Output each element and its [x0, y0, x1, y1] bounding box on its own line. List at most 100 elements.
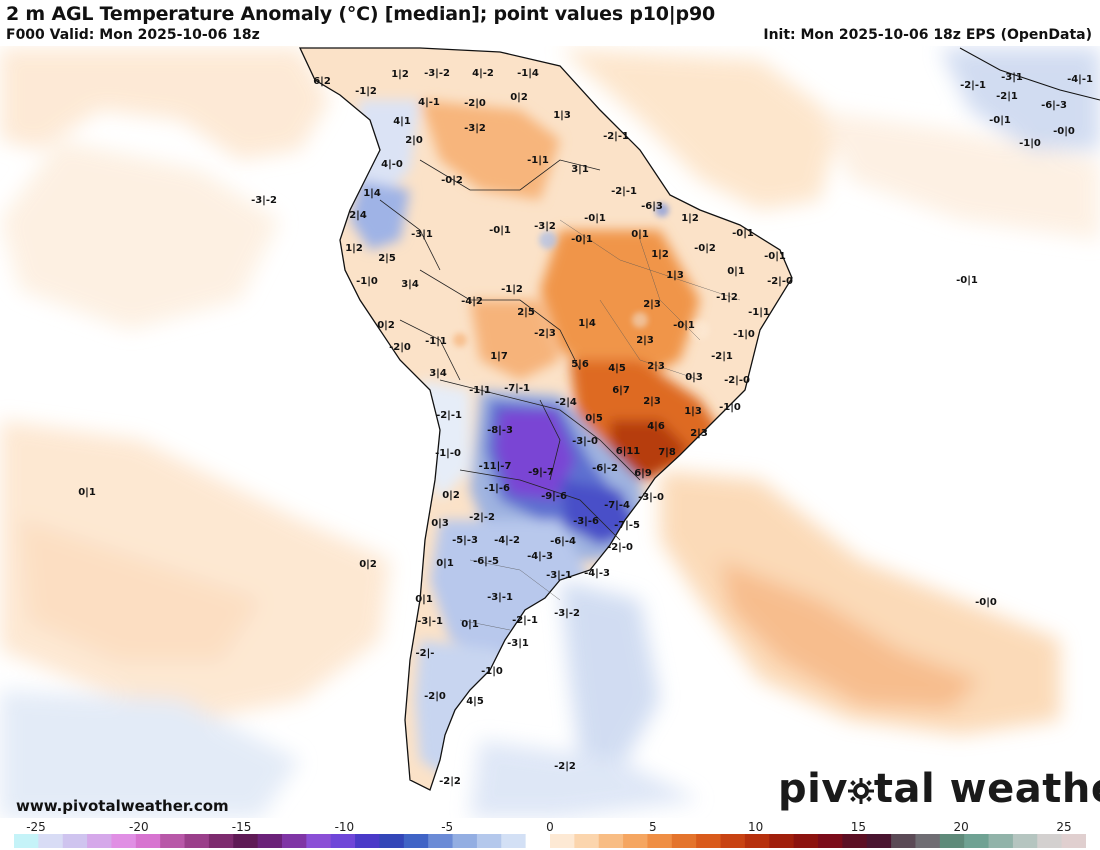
point-value-label: -0|1 [584, 213, 606, 224]
point-value-label: 1|2 [345, 243, 363, 254]
point-value-label: -2|-1 [603, 131, 629, 142]
point-value-label: 2|3 [636, 335, 654, 346]
point-value-label: -3|2 [464, 123, 486, 134]
colorbar-swatch [282, 834, 307, 848]
point-value-label: -0|1 [956, 275, 978, 286]
point-value-label: -1|1 [748, 307, 770, 318]
point-value-label: -3|-2 [251, 195, 277, 206]
brand-logo: piv tal weather [778, 766, 1100, 812]
point-value-label: -1|-6 [484, 483, 510, 494]
point-value-label: 0|1 [461, 619, 479, 630]
point-value-label: 0|1 [727, 266, 745, 277]
colorbar-swatch [111, 834, 137, 848]
point-value-label: -2|-1 [611, 186, 637, 197]
point-value-label: -3|-2 [554, 608, 580, 619]
colorbar-swatch [184, 834, 210, 848]
colorbar-swatch [330, 834, 356, 848]
point-value-label: -3|1 [411, 229, 433, 240]
point-value-label: -7|-5 [614, 520, 640, 531]
point-value-label: 3|1 [571, 164, 589, 175]
colorbar-swatch [720, 834, 746, 848]
colorbar-tick-label: -5 [441, 820, 453, 834]
point-value-label: 6|7 [612, 385, 630, 396]
colorbar-tick-label: 20 [954, 820, 969, 834]
colorbar-swatch [988, 834, 1014, 848]
point-value-label: -9|-6 [541, 491, 567, 502]
point-value-label: 2|3 [690, 428, 708, 439]
point-value-label: 4|-2 [472, 68, 494, 79]
colorbar-swatch [1037, 834, 1063, 848]
point-value-label: -0|2 [441, 175, 463, 186]
point-value-label: -2|-0 [607, 542, 633, 553]
point-value-label: -7|-1 [504, 383, 530, 394]
point-values: 1|2 -3|-2 4|-2 -1|4 6|2 -1|2 4|-1 -2|0 0|2 4|1 -3|… [78, 68, 1093, 787]
point-value-label: -3|1 [1001, 72, 1023, 83]
ocean-anomaly-shading [0, 48, 1100, 818]
point-value-label: -0|1 [732, 228, 754, 239]
point-value-label: -9|-7 [528, 467, 554, 478]
point-value-label: -4|-3 [527, 551, 553, 562]
point-value-label: 6|2 [313, 76, 331, 87]
point-value-label: -1|2 [716, 292, 738, 303]
colorbar-swatch [38, 834, 64, 848]
point-value-label: -2|-2 [469, 512, 495, 523]
point-value-label: -3|-2 [424, 68, 450, 79]
point-value-label: 0|2 [359, 559, 377, 570]
gear-icon [847, 778, 874, 804]
point-value-label: -1|1 [527, 155, 549, 166]
point-value-label: 4|6 [647, 421, 665, 432]
country-borders [379, 159, 641, 541]
website-url[interactable]: www.pivotalweather.com [16, 797, 229, 815]
point-value-label: 1|3 [684, 406, 702, 417]
point-value-label: -1|0 [733, 329, 755, 340]
point-value-label: -0|1 [764, 251, 786, 262]
point-value-label: -1|1 [469, 385, 491, 396]
point-value-label: 0|1 [436, 558, 454, 569]
point-value-label: -11|-7 [479, 461, 512, 472]
colorbar-swatch [14, 834, 39, 848]
colorbar-swatch [671, 834, 697, 848]
colorbar-swatch [696, 834, 722, 848]
point-value-label: -6|-3 [1041, 100, 1067, 111]
point-value-label: -1|2 [501, 284, 523, 295]
point-value-label: -3|-6 [573, 516, 599, 527]
point-value-label: -0|0 [975, 597, 997, 608]
colorbar-swatch [306, 834, 332, 848]
colorbar-swatch [818, 834, 843, 848]
point-value-label: -0|0 [1053, 126, 1075, 137]
point-value-label: 1|4 [578, 318, 596, 329]
colorbar-tick-label: 5 [649, 820, 657, 834]
point-value-label: -3|2 [534, 221, 556, 232]
point-value-label: 2|3 [647, 361, 665, 372]
colorbar-swatch [550, 834, 575, 848]
colorbar-tick-label: 15 [851, 820, 866, 834]
point-value-label: 3|4 [401, 279, 419, 290]
point-value-label: 4|-1 [418, 97, 440, 108]
point-value-label: 2|5 [378, 253, 396, 264]
point-value-label: -5|-3 [452, 535, 478, 546]
point-value-label: -6|-2 [592, 463, 618, 474]
point-value-label: -2|- [416, 648, 435, 659]
map-canvas[interactable]: 1|2 -3|-2 4|-2 -1|4 6|2 -1|2 4|-1 -2|0 0|2 4|1 -3|… [0, 46, 1100, 818]
point-value-label: -7|-4 [604, 500, 630, 511]
point-value-label: 1|2 [681, 213, 699, 224]
point-value-label: -8|-3 [487, 425, 513, 436]
colorbar-swatch [135, 834, 161, 848]
point-value-label: -2|0 [389, 342, 411, 353]
point-value-label: 1|3 [666, 270, 684, 281]
point-value-label: -6|-4 [550, 536, 576, 547]
point-value-label: 0|3 [685, 372, 703, 383]
point-value-label: -0|2 [694, 243, 716, 254]
point-value-label: 0|5 [585, 413, 603, 424]
point-value-label: -2|-0 [724, 375, 750, 386]
colorbar-swatch [379, 834, 405, 848]
colorbar-swatch [208, 834, 234, 848]
colorbar-tick-label: -10 [335, 820, 355, 834]
point-value-label: 3|4 [429, 368, 447, 379]
colorbar-tick-label: -20 [129, 820, 149, 834]
colorbar-swatch [355, 834, 381, 848]
point-value-label: 0|1 [631, 229, 649, 240]
point-value-label: 4|5 [466, 696, 484, 707]
state-borders [459, 219, 741, 631]
point-value-label: 2|3 [643, 396, 661, 407]
